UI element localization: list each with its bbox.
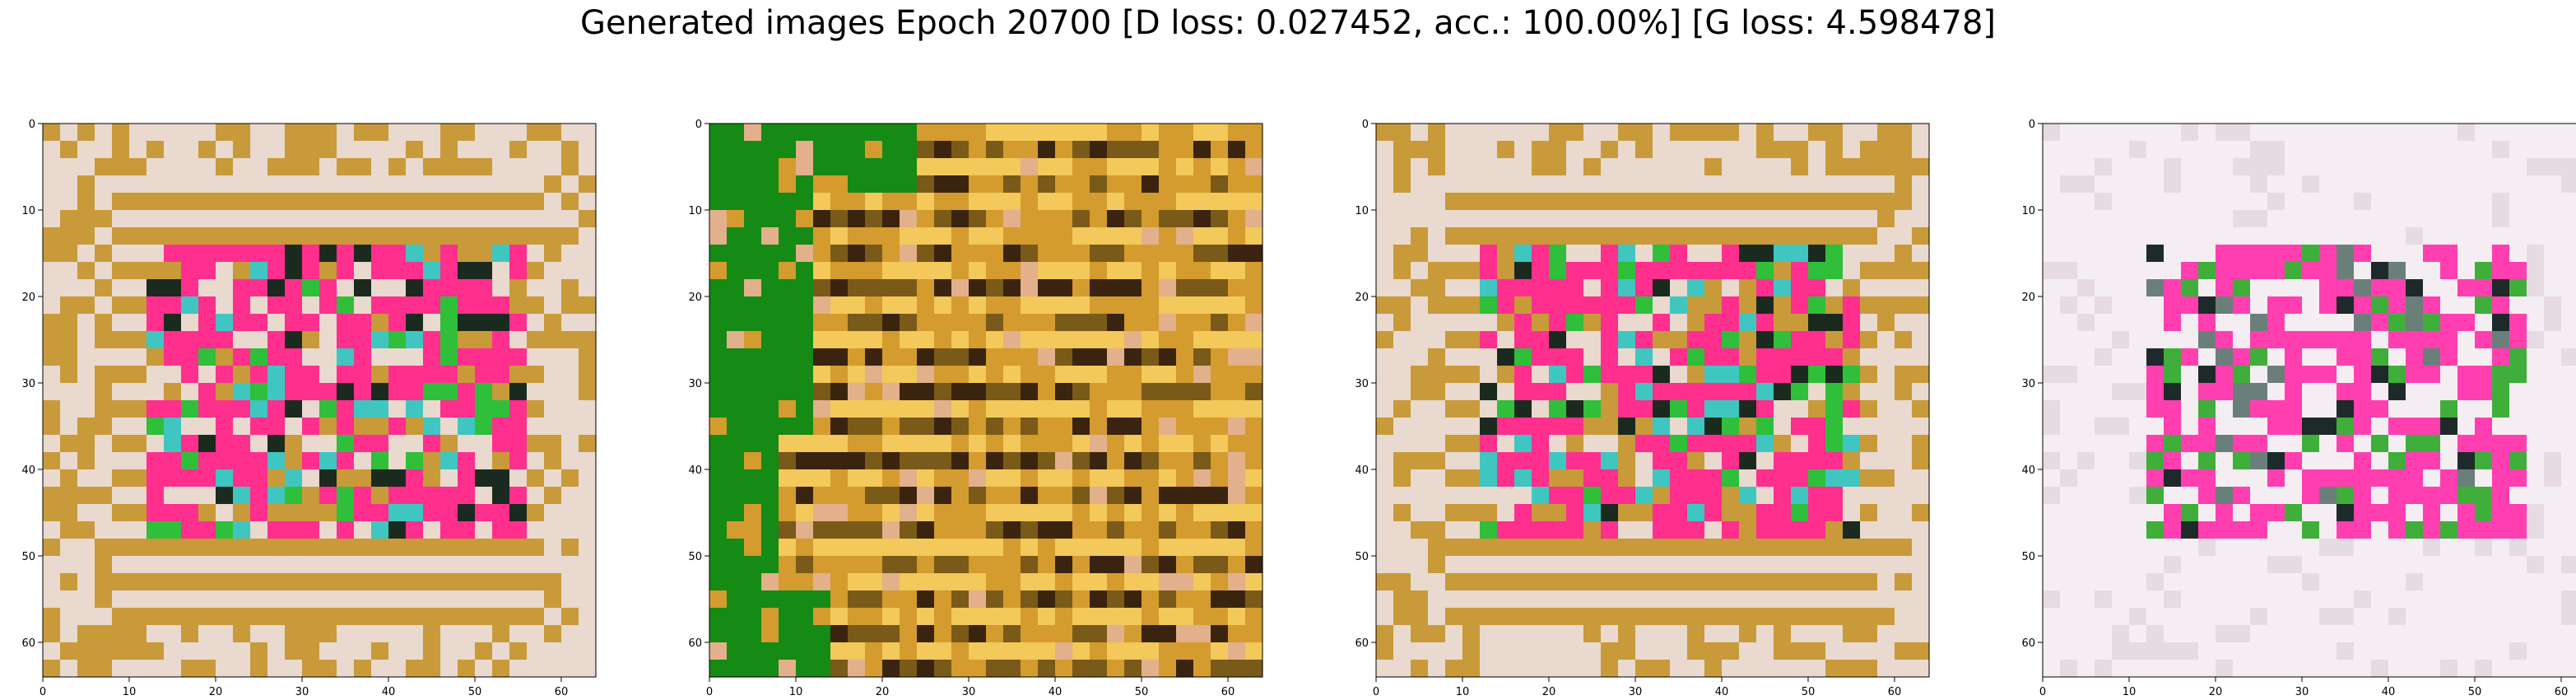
image-panel-3: 0 10 20 30 40 50 60 0 10 20 30 40 50 60 <box>1355 119 1930 698</box>
x-tick-label: 50 <box>1135 686 1149 698</box>
y-tick-label: 60 <box>1355 637 1369 650</box>
x-tick-label: 50 <box>1802 686 1816 698</box>
y-tick-label: 20 <box>21 292 35 304</box>
y-tick-label: 0 <box>1362 119 1369 131</box>
y-tick-label: 60 <box>2021 637 2035 650</box>
y-tick-label: 40 <box>21 464 35 477</box>
x-tick-label: 0 <box>1373 686 1379 698</box>
y-tick-label: 20 <box>688 292 702 304</box>
y-tick-label: 30 <box>21 378 35 390</box>
y-tick-label: 10 <box>21 205 35 217</box>
y-tick-label: 0 <box>29 119 35 131</box>
y-tick-label: 60 <box>688 637 702 650</box>
x-tick-label: 10 <box>1456 686 1470 698</box>
figure-title: Generated images Epoch 20700 [D loss: 0.… <box>579 4 1997 42</box>
y-tick-label: 40 <box>1355 464 1369 477</box>
x-tick-label: 40 <box>2382 686 2396 698</box>
x-tick-label: 40 <box>382 686 396 698</box>
x-tick-label: 60 <box>555 686 569 698</box>
generated-image <box>709 124 1263 678</box>
x-tick-label: 40 <box>1049 686 1062 698</box>
x-tick-label: 10 <box>123 686 137 698</box>
x-tick-label: 10 <box>2123 686 2137 698</box>
axes-frame <box>709 123 1263 678</box>
x-tick-label: 60 <box>2555 686 2569 698</box>
x-tick-label: 60 <box>1221 686 1235 698</box>
axes-frame <box>1375 123 1930 678</box>
y-tick-label: 10 <box>2021 205 2035 217</box>
y-tick-label: 40 <box>2021 464 2035 477</box>
x-tick-label: 0 <box>2039 686 2046 698</box>
x-tick-label: 20 <box>876 686 890 698</box>
axes-frame <box>2042 123 2576 678</box>
x-tick-label: 10 <box>789 686 803 698</box>
x-tick-label: 30 <box>295 686 309 698</box>
y-tick-label: 20 <box>1355 292 1369 304</box>
y-tick-label: 60 <box>21 637 35 650</box>
x-tick-label: 30 <box>962 686 976 698</box>
x-tick-label: 20 <box>2209 686 2223 698</box>
generated-image <box>2043 124 2576 678</box>
image-panel-2: 0 10 20 30 40 50 60 0 10 20 30 40 50 60 <box>688 119 1263 698</box>
x-tick-label: 40 <box>1715 686 1729 698</box>
x-tick-label: 0 <box>706 686 713 698</box>
y-tick-label: 10 <box>688 205 702 217</box>
axes-frame <box>42 123 597 678</box>
x-tick-label: 30 <box>2295 686 2309 698</box>
y-tick-label: 30 <box>688 378 702 390</box>
y-tick-label: 40 <box>688 464 702 477</box>
generated-image <box>43 124 597 678</box>
x-tick-label: 60 <box>1888 686 1902 698</box>
y-tick-label: 50 <box>21 551 35 563</box>
x-tick-label: 20 <box>209 686 223 698</box>
x-tick-label: 20 <box>1542 686 1556 698</box>
x-tick-label: 0 <box>40 686 46 698</box>
y-tick-label: 0 <box>695 119 702 131</box>
y-tick-label: 50 <box>688 551 702 563</box>
y-tick-label: 10 <box>1355 205 1369 217</box>
generated-image <box>1376 124 1930 678</box>
x-tick-label: 50 <box>468 686 482 698</box>
y-tick-label: 30 <box>1355 378 1369 390</box>
y-tick-label: 50 <box>2021 551 2035 563</box>
image-panel-1: 0 10 20 30 40 50 60 0 10 20 30 40 50 60 <box>21 119 597 698</box>
y-tick-label: 0 <box>2029 119 2035 131</box>
y-tick-label: 20 <box>2021 292 2035 304</box>
x-tick-label: 30 <box>1629 686 1643 698</box>
x-tick-label: 50 <box>2468 686 2482 698</box>
y-tick-label: 30 <box>2021 378 2035 390</box>
image-panel-4: 0 10 20 30 40 50 60 0 10 20 30 40 50 60 <box>2021 119 2576 698</box>
y-tick-label: 50 <box>1355 551 1369 563</box>
